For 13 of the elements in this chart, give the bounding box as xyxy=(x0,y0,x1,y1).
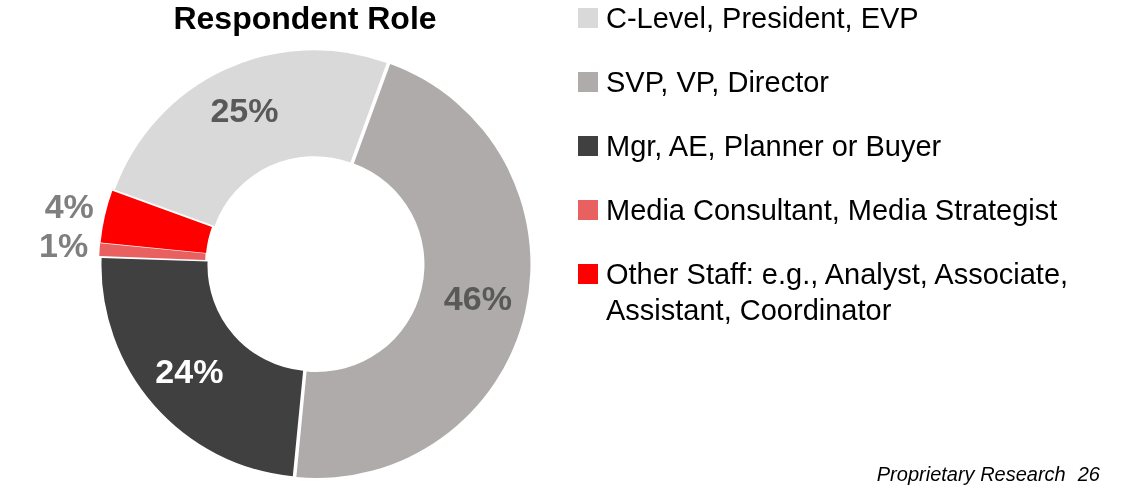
data-label: 4% xyxy=(44,186,94,225)
legend-label: SVP, VP, Director xyxy=(606,65,829,100)
legend-label: C-Level, President, EVP xyxy=(606,1,919,36)
legend-label: Mgr, AE, Planner or Buyer xyxy=(606,129,942,164)
data-label: 25% xyxy=(210,91,279,130)
data-label: 1% xyxy=(38,225,89,264)
legend-label: Media Consultant, Media Strategist xyxy=(606,193,1058,228)
legend-label: Other Staff: e.g., Analyst, Associate, Assistant, Coordinator xyxy=(606,257,1070,328)
data-label: 46% xyxy=(443,279,512,318)
chart-title: Respondent Role xyxy=(173,0,437,36)
text: Proprietary Research xyxy=(876,463,1066,485)
data-label: 24% xyxy=(155,352,224,391)
text: 26 xyxy=(1077,463,1100,485)
